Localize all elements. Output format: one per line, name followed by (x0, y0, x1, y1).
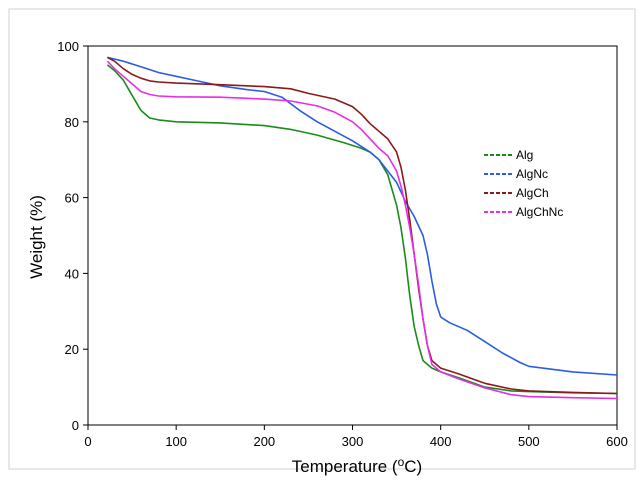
x-tick-label: 200 (253, 434, 275, 449)
series-line-algnc (107, 56, 618, 376)
legend-label-algchnc: AlgChNc (516, 205, 563, 219)
y-axis-label: Weight (%) (27, 195, 46, 279)
series-line-algch (107, 56, 618, 395)
x-tick-label: 300 (342, 434, 364, 449)
y-tick-label: 100 (57, 39, 79, 54)
y-tick-label: 20 (65, 342, 79, 357)
chart-border (8, 8, 636, 470)
y-tick-label: 80 (65, 115, 79, 130)
x-tick-label: 500 (518, 434, 540, 449)
y-tick-label: 60 (65, 191, 79, 206)
y-tick-label: 40 (65, 266, 79, 281)
series-line-alg (106, 64, 618, 395)
x-tick-label: 400 (430, 434, 452, 449)
legend-label-alg: Alg (516, 148, 533, 162)
legend-label-algnc: AlgNc (516, 167, 548, 181)
plot-area: 0 100 200 300 400 500 600 0 20 40 60 80 100 Alg AlgNc A… (57, 39, 628, 449)
x-axis-label-superscript: o (398, 455, 405, 469)
x-axis-label: Temperature (oC) (292, 455, 422, 476)
x-tick-label: 600 (606, 434, 628, 449)
x-tick-label: 0 (84, 434, 91, 449)
y-tick-label: 0 (72, 418, 79, 433)
series-line-algchnc (106, 60, 618, 400)
legend-label-algch: AlgCh (516, 186, 549, 200)
x-tick-label: 100 (165, 434, 187, 449)
